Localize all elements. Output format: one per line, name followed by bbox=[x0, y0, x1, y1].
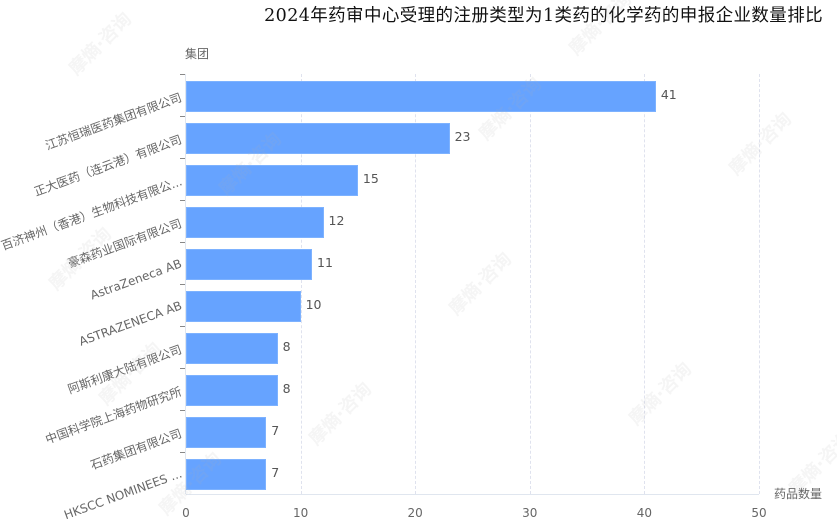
bar-value-label: 10 bbox=[305, 297, 322, 312]
bar[interactable] bbox=[186, 122, 450, 154]
grid-line bbox=[644, 74, 646, 494]
x-axis-line bbox=[186, 494, 759, 495]
bar-value-label: 8 bbox=[282, 339, 291, 354]
bar[interactable] bbox=[186, 164, 358, 196]
bar-value-label: 23 bbox=[454, 129, 471, 144]
y-axis-name: 集团 bbox=[185, 47, 210, 61]
bar[interactable] bbox=[186, 206, 324, 238]
bar-value-label: 7 bbox=[271, 465, 280, 480]
bar-value-label: 15 bbox=[362, 171, 379, 186]
y-tick bbox=[180, 242, 185, 243]
y-axis-line bbox=[185, 74, 186, 494]
x-tick-label: 10 bbox=[292, 506, 309, 520]
y-tick bbox=[180, 410, 185, 411]
bar[interactable] bbox=[186, 290, 301, 322]
chart-title: 2024年药审中心受理的注册类型为1类药的化学药的申报企业数量排比 bbox=[264, 6, 823, 26]
y-tick bbox=[180, 326, 185, 327]
bar[interactable] bbox=[186, 458, 267, 490]
bar[interactable] bbox=[186, 248, 313, 280]
y-tick bbox=[180, 452, 185, 453]
bar[interactable] bbox=[186, 374, 278, 406]
y-tick bbox=[180, 284, 185, 285]
grid-line bbox=[759, 74, 760, 494]
plot-area: 41 23 15 12 11 10 8 8 7 7 0 10 20 30 40 50 bbox=[180, 74, 767, 520]
grid-line bbox=[529, 74, 531, 494]
bar-value-label: 8 bbox=[282, 381, 291, 396]
category-label: 百济神州（香港）生物科技有限公... bbox=[0, 174, 184, 254]
bar-value-label: 41 bbox=[660, 87, 677, 102]
y-tick bbox=[180, 368, 185, 369]
x-axis-name: 药品数量 bbox=[774, 487, 823, 501]
grid-line bbox=[300, 74, 302, 494]
bar-value-label: 7 bbox=[271, 423, 280, 438]
y-tick bbox=[180, 116, 185, 117]
y-tick bbox=[180, 200, 185, 201]
x-tick-label: 0 bbox=[182, 506, 190, 520]
bar-value-label: 11 bbox=[317, 255, 333, 270]
bar[interactable] bbox=[186, 332, 278, 364]
x-tick-label: 40 bbox=[636, 506, 653, 520]
x-tick-label: 30 bbox=[522, 506, 538, 520]
grid-line bbox=[415, 74, 417, 494]
bar[interactable] bbox=[186, 80, 656, 112]
bar[interactable] bbox=[186, 416, 267, 448]
y-tick bbox=[180, 158, 185, 159]
y-tick bbox=[180, 74, 185, 75]
category-label: ASTRAZENECA AB bbox=[76, 298, 184, 349]
category-label: AstraZeneca AB bbox=[88, 256, 184, 303]
x-tick-label: 50 bbox=[751, 506, 767, 520]
bar-value-label: 12 bbox=[328, 213, 345, 228]
category-label: 石药集团有限公司 bbox=[88, 426, 184, 473]
category-label: HKSCC NOMINEES ... bbox=[61, 466, 184, 522]
x-tick-label: 20 bbox=[407, 506, 423, 520]
